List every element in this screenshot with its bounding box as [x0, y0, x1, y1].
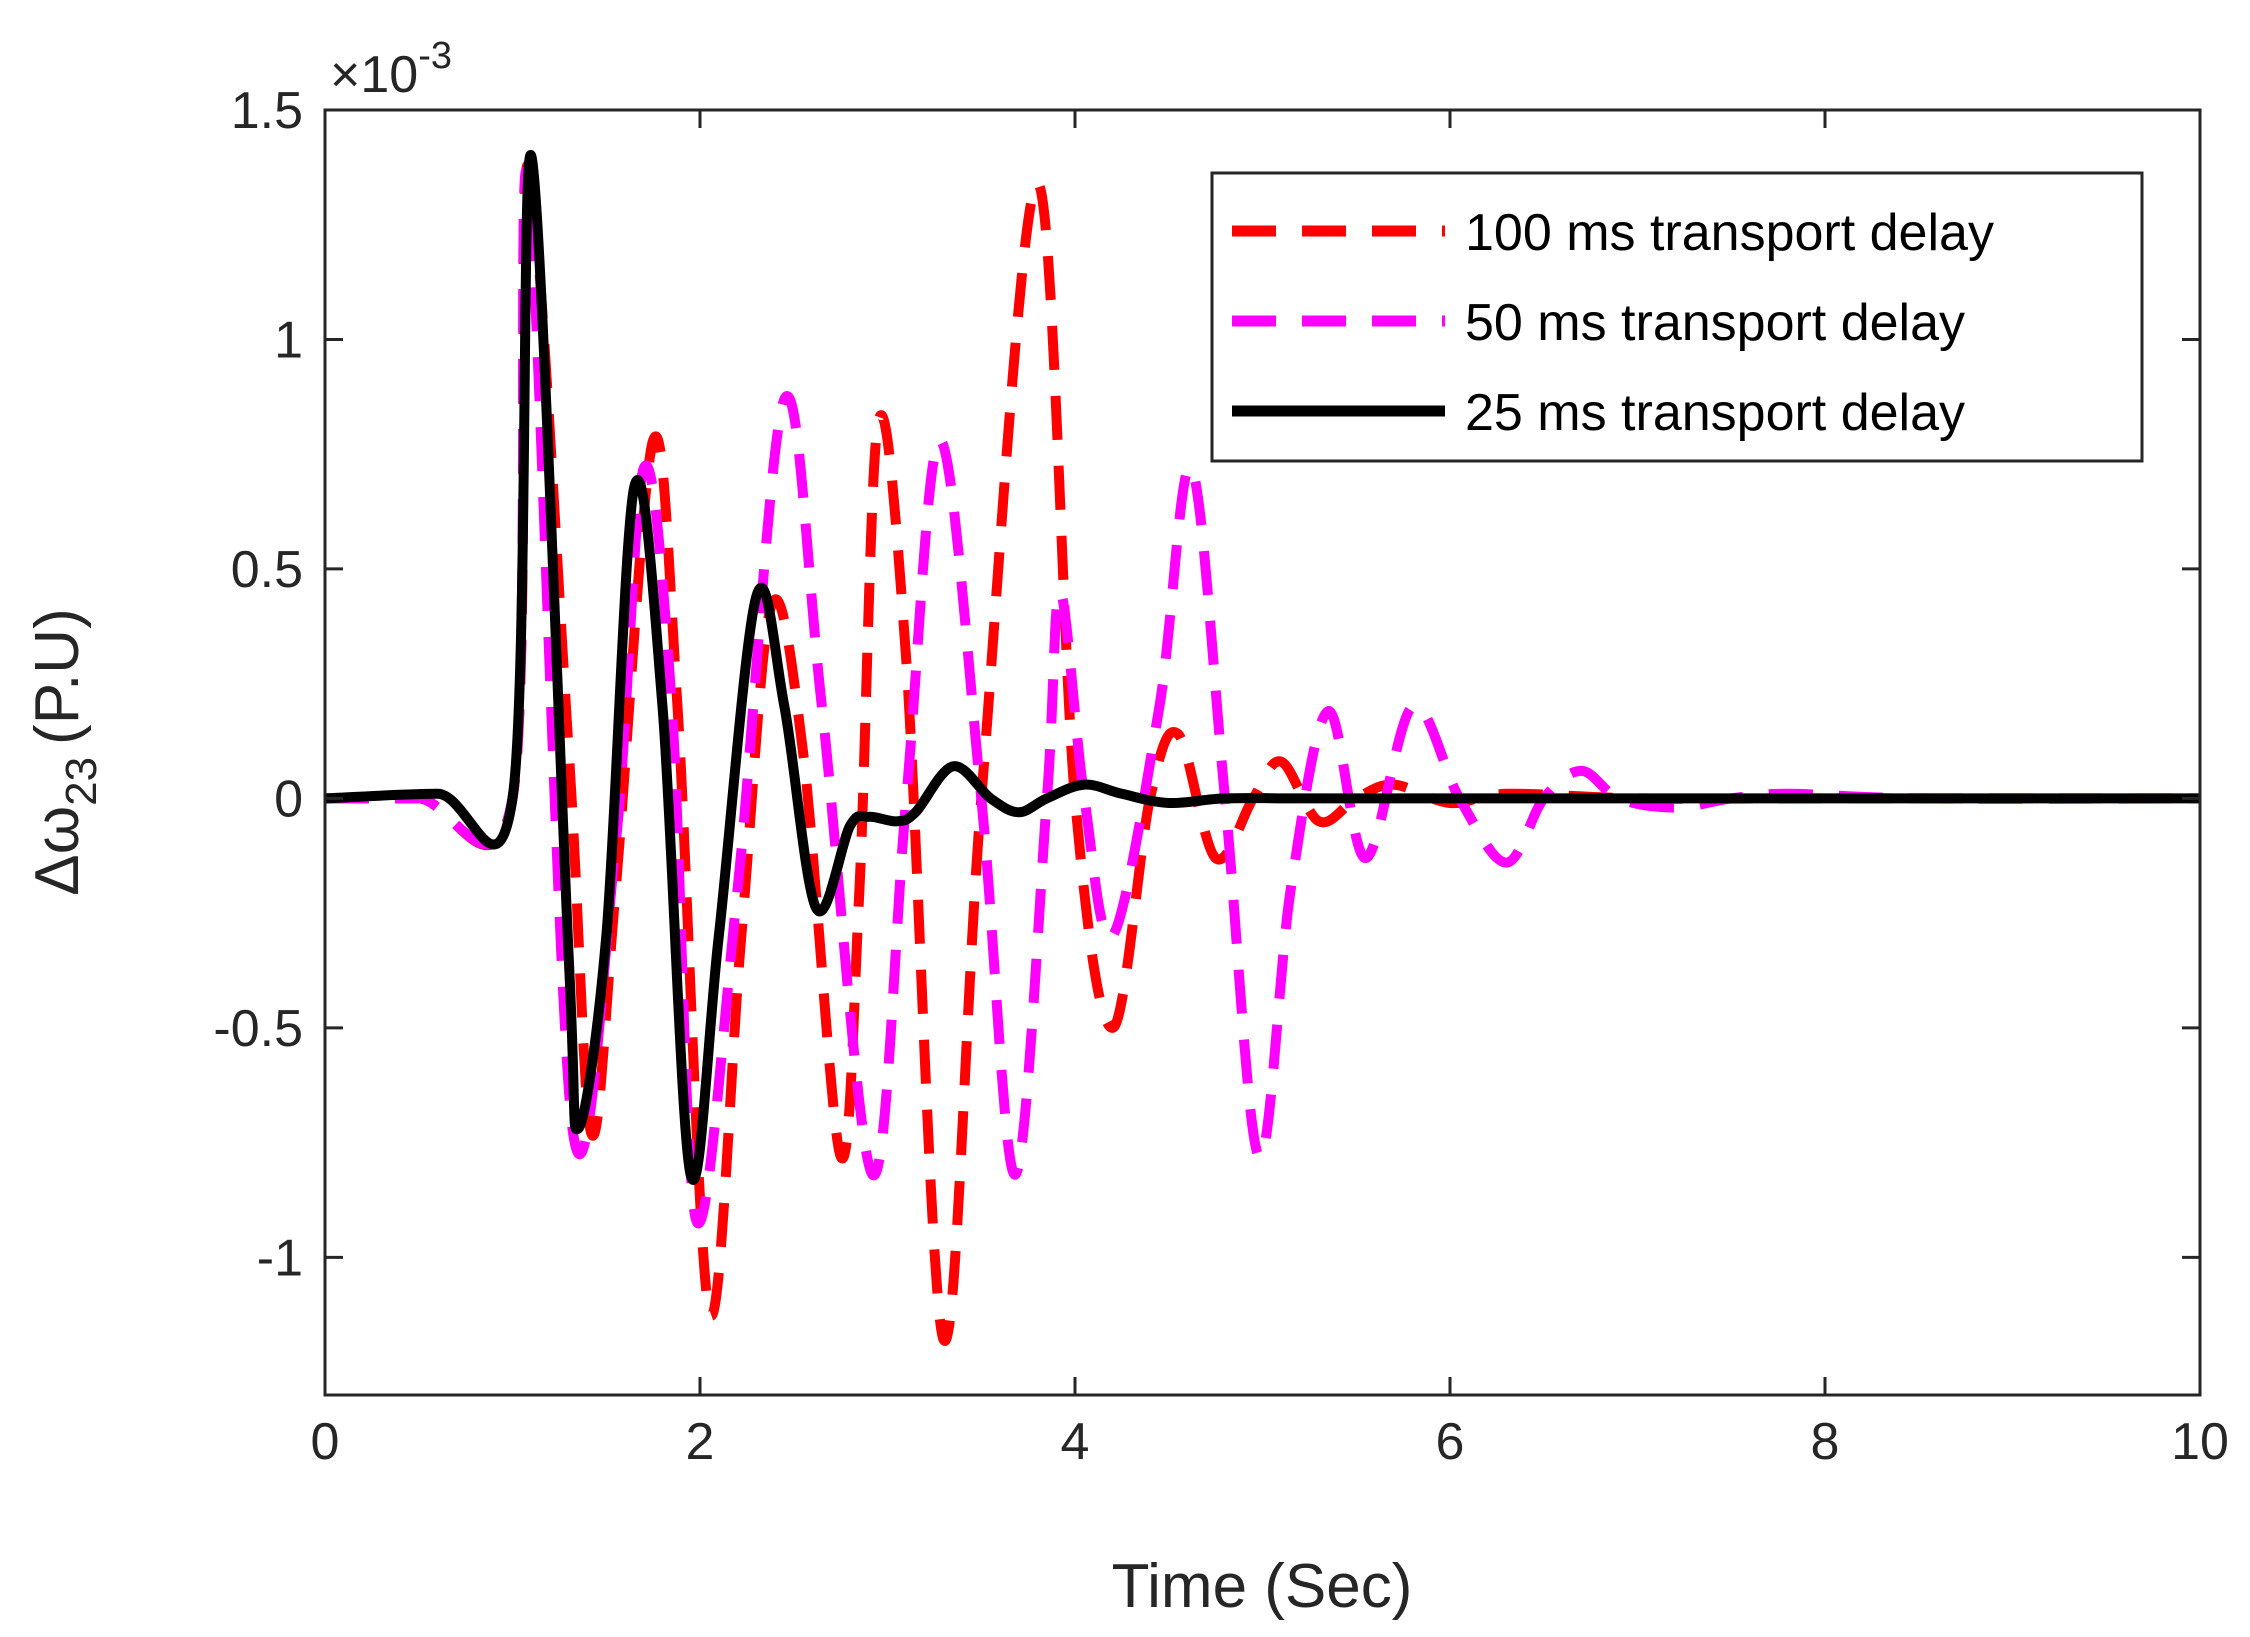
y-axis-title-sub: 23 — [57, 757, 106, 806]
x-axis-title: Time (Sec) — [1112, 1552, 1413, 1621]
x-tick-label: 0 — [311, 1413, 340, 1471]
y-tick-label: -1 — [257, 1229, 303, 1287]
legend-label-25ms: 25 ms transport delay — [1465, 384, 1965, 442]
y-tick-label: 0.5 — [231, 541, 303, 599]
y-tick-label: 1 — [274, 311, 303, 369]
y-exponent-power: -3 — [418, 35, 452, 77]
y-axis-title: Δω23 (P.U) — [23, 608, 106, 895]
x-tick-label: 8 — [1811, 1413, 1840, 1471]
plot-frame — [323, 108, 2202, 1397]
legend-label-100ms: 100 ms transport delay — [1465, 204, 1994, 262]
y-axis-title-main: Δω — [23, 806, 92, 896]
series-line-2 — [324, 150, 2200, 1185]
x-tick-label: 10 — [2171, 1413, 2229, 1471]
ticks-layer: 0 2 4 6 8 10 1.5 1 0.5 0 -0.5 -1 — [213, 82, 2229, 1471]
x-tick-label: 6 — [1436, 1413, 1465, 1471]
y-tick-label: -0.5 — [213, 1000, 303, 1058]
y-tick-label: 0 — [274, 770, 303, 828]
y-tick-label: 1.5 — [231, 82, 303, 140]
x-tick-label: 4 — [1061, 1413, 1090, 1471]
x-tick-label: 2 — [686, 1413, 715, 1471]
y-axis-title-unit: (P.U) — [23, 608, 92, 745]
legend: 100 ms transport delay 50 ms transport d… — [1210, 171, 2144, 463]
y-exponent-label: ×10-3 — [330, 35, 452, 104]
legend-label-50ms: 50 ms transport delay — [1465, 294, 1965, 352]
series-line-0 — [324, 160, 2200, 1346]
series-layer — [324, 150, 2201, 1346]
